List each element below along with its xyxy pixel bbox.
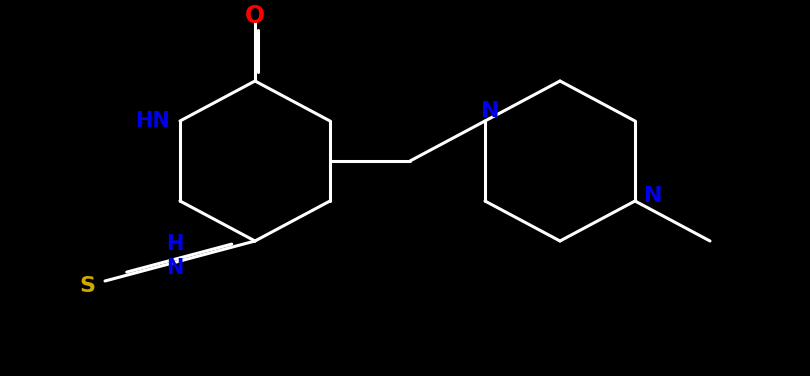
Text: H
N: H N — [166, 234, 184, 277]
Text: N: N — [644, 186, 663, 206]
Text: N: N — [481, 101, 499, 121]
Text: HN: HN — [135, 111, 170, 131]
Text: O: O — [245, 4, 265, 28]
Text: S: S — [79, 276, 95, 296]
